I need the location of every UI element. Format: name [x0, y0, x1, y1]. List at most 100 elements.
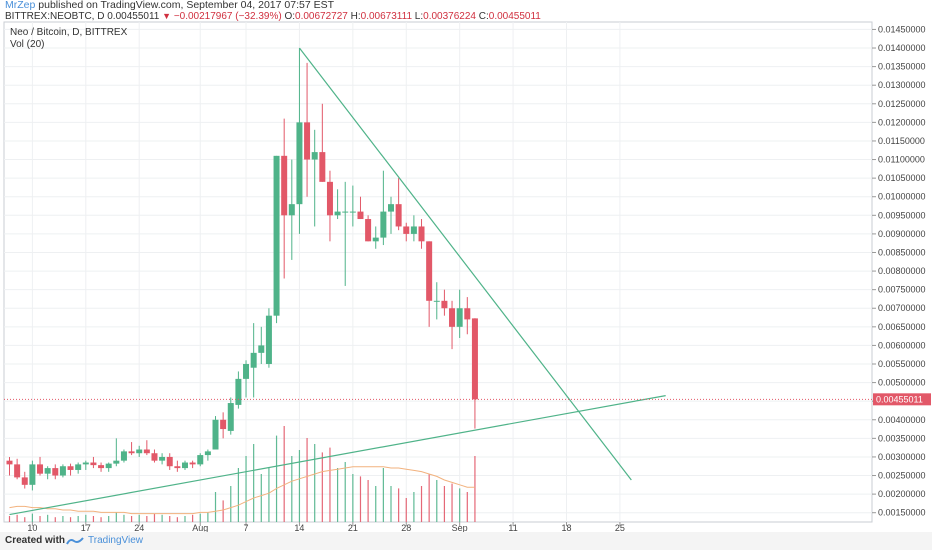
candle-body	[227, 403, 234, 431]
y-tick-label: 0.01050000	[878, 173, 926, 183]
volume-bar	[47, 514, 49, 522]
volume-bar	[169, 516, 171, 522]
y-tick-label: 0.01250000	[878, 99, 926, 109]
volume-bar	[16, 514, 18, 522]
volume-bar	[405, 498, 407, 522]
y-tick-label: 0.01100000	[878, 155, 925, 165]
candle-body	[128, 451, 135, 454]
candle-body	[243, 364, 250, 379]
volume-bar	[451, 483, 453, 522]
change-value: −0.00217967 (−32.39%)	[173, 11, 282, 22]
volume-bar	[359, 476, 362, 522]
candle-body	[288, 204, 295, 216]
volume-bar	[367, 480, 369, 522]
volume-label: Vol (20)	[10, 39, 45, 50]
y-tick-label: 0.00150000	[878, 508, 926, 518]
candle-body	[189, 462, 196, 465]
created-with-text: Created with	[5, 535, 66, 546]
candle-body	[418, 226, 425, 242]
y-tick-label: 0.00950000	[878, 210, 926, 220]
volume-bar	[443, 486, 446, 522]
volume-bar	[336, 468, 339, 522]
volume-bar	[214, 492, 217, 522]
candle-body	[44, 468, 51, 474]
published-text: published on TradingView.com, September …	[35, 0, 335, 11]
volume-bar	[146, 516, 148, 522]
volume-bar	[39, 516, 41, 522]
candle-body	[357, 211, 364, 220]
close-label: C:	[478, 11, 489, 22]
candle-body	[120, 451, 127, 461]
y-tick-label: 0.00650000	[878, 322, 926, 332]
y-tick-label: 0.00200000	[878, 489, 926, 499]
volume-bar	[130, 516, 133, 522]
candle-body	[37, 464, 44, 474]
volume-bar	[69, 517, 72, 522]
open-value: 0.00672727	[295, 11, 348, 22]
volume-bar	[176, 517, 178, 522]
volume-bar	[344, 462, 346, 522]
volume-ma-line	[9, 466, 475, 515]
y-tick-label: 0.00250000	[878, 471, 926, 481]
candle-body	[204, 451, 211, 456]
candle-body	[319, 152, 326, 182]
y-tick-label: 0.01200000	[878, 117, 926, 127]
candle-body	[258, 345, 265, 353]
candle-body	[159, 456, 166, 461]
candle-body	[21, 477, 28, 485]
open-label: O:	[284, 11, 296, 22]
candle-body	[441, 300, 448, 309]
candle-body	[342, 211, 349, 213]
volume-bar	[253, 444, 255, 522]
candle-body	[59, 466, 66, 476]
candle-body	[349, 211, 356, 213]
candle-body	[14, 464, 21, 478]
x-tick-label: 18	[561, 523, 571, 532]
symbol-label: BITTREX:NEOBTC, D	[5, 11, 105, 22]
volume-bar	[230, 486, 232, 522]
candle-body	[372, 237, 379, 242]
candle-body	[403, 226, 410, 234]
candle-body	[471, 318, 478, 400]
x-tick-label: 11	[508, 523, 517, 532]
descending-trendline	[298, 47, 632, 481]
x-tick-label: 14	[294, 523, 304, 532]
series-title: Neo / Bitcoin, D, BITTREX	[10, 27, 128, 38]
volume-bar	[77, 516, 79, 522]
volume-bar	[306, 438, 308, 522]
candlestick-chart[interactable]: 0.01450000 0.01400000 0.01350000 0.01300000…	[0, 0, 932, 532]
y-tick-label: 0.00850000	[878, 247, 926, 257]
candle-body	[67, 466, 74, 470]
candle-body	[464, 308, 471, 320]
candle-body	[456, 308, 463, 327]
y-tick-label: 0.00750000	[878, 285, 926, 295]
volume-bar	[222, 500, 224, 522]
low-value: 0.00376224	[423, 11, 476, 22]
y-tick-label: 0.00800000	[878, 266, 926, 276]
candle-body	[334, 211, 341, 216]
volume-bar	[184, 516, 186, 522]
candle-body	[388, 204, 394, 212]
tradingview-brand-link[interactable]: TradingView	[88, 535, 144, 546]
candle-body	[380, 211, 387, 238]
last-price-label: 0.00455011	[876, 394, 923, 404]
volume-bar	[375, 486, 377, 522]
candle-body	[143, 449, 150, 454]
volume-bar	[466, 492, 468, 522]
candle-body	[281, 155, 288, 216]
volume-bar	[474, 456, 476, 522]
y-tick-label: 0.01000000	[878, 192, 926, 202]
chart-legend: Neo / Bitcoin, D, BITTREX Vol (20)	[10, 27, 127, 51]
candle-body	[365, 219, 372, 242]
author-link[interactable]: MrZep	[5, 0, 36, 11]
candle-body	[449, 308, 456, 327]
candle-body	[235, 378, 242, 405]
volume-bar	[382, 468, 384, 522]
volume-bar	[260, 474, 262, 522]
candle-body	[90, 462, 97, 466]
low-label: L:	[414, 11, 424, 22]
publish-line: MrZep published on TradingView.com, Sept…	[5, 0, 334, 11]
candle-body	[426, 241, 433, 301]
volume-bar	[283, 426, 285, 522]
candle-body	[174, 466, 181, 469]
